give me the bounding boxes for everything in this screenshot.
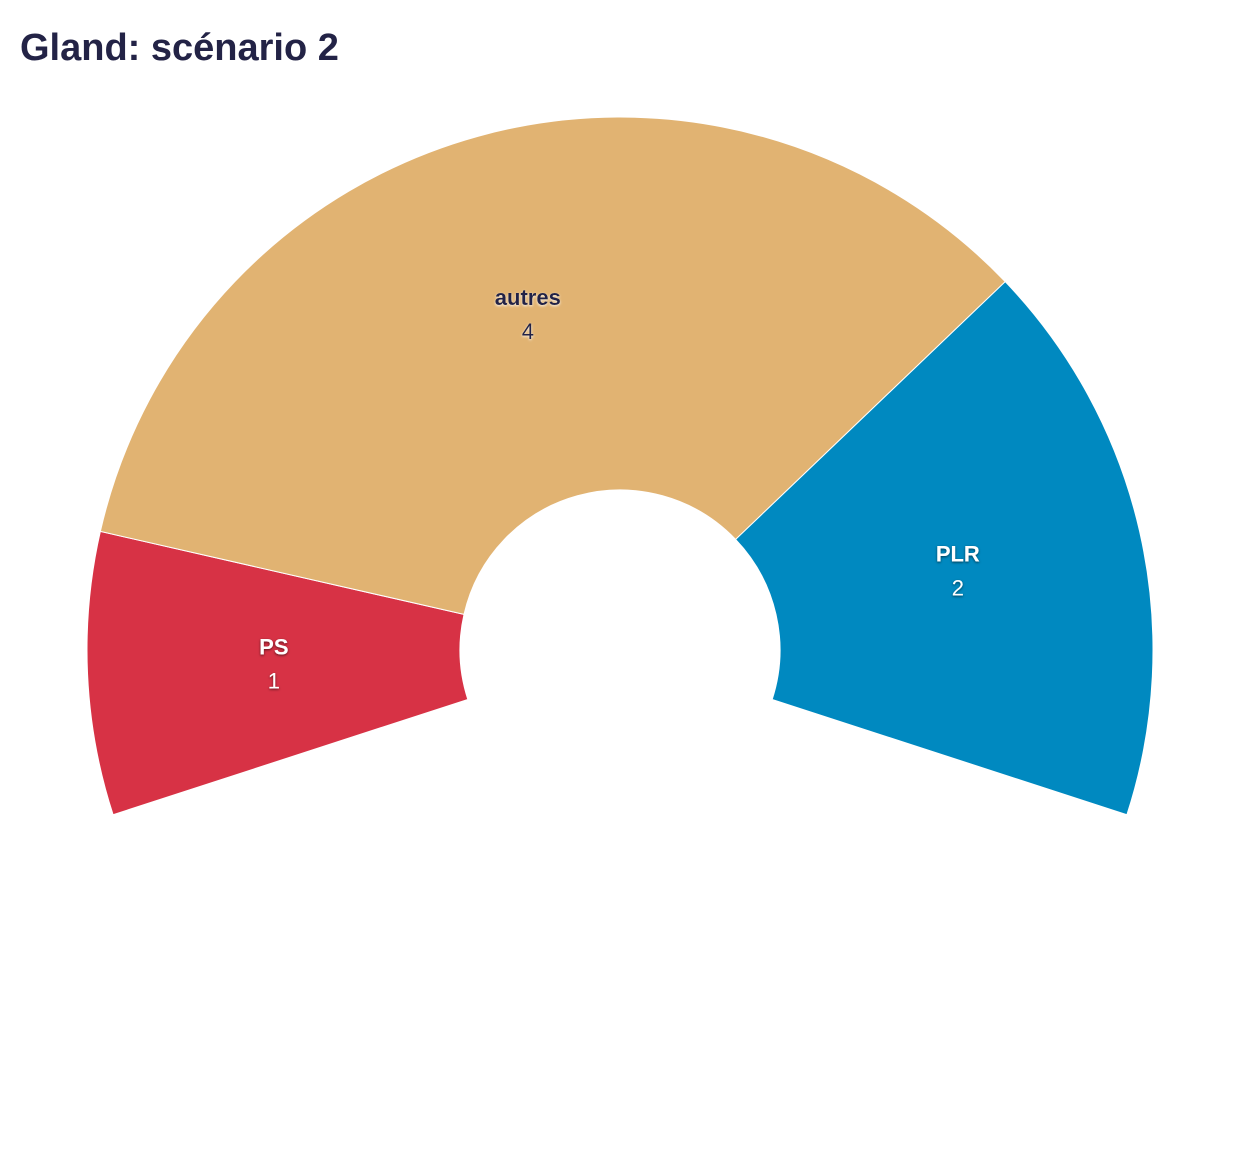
slice [99, 116, 1006, 615]
slice-label: PS [259, 634, 288, 659]
chart-title: Gland: scénario 2 [20, 27, 339, 69]
slice-label: PLR [936, 542, 980, 567]
slice-value: 1 [268, 668, 280, 693]
slice-value: 4 [522, 319, 534, 344]
slice [734, 280, 1154, 816]
slice-value: 2 [952, 576, 964, 601]
slice [86, 530, 469, 816]
slice-label: autres [495, 285, 561, 310]
